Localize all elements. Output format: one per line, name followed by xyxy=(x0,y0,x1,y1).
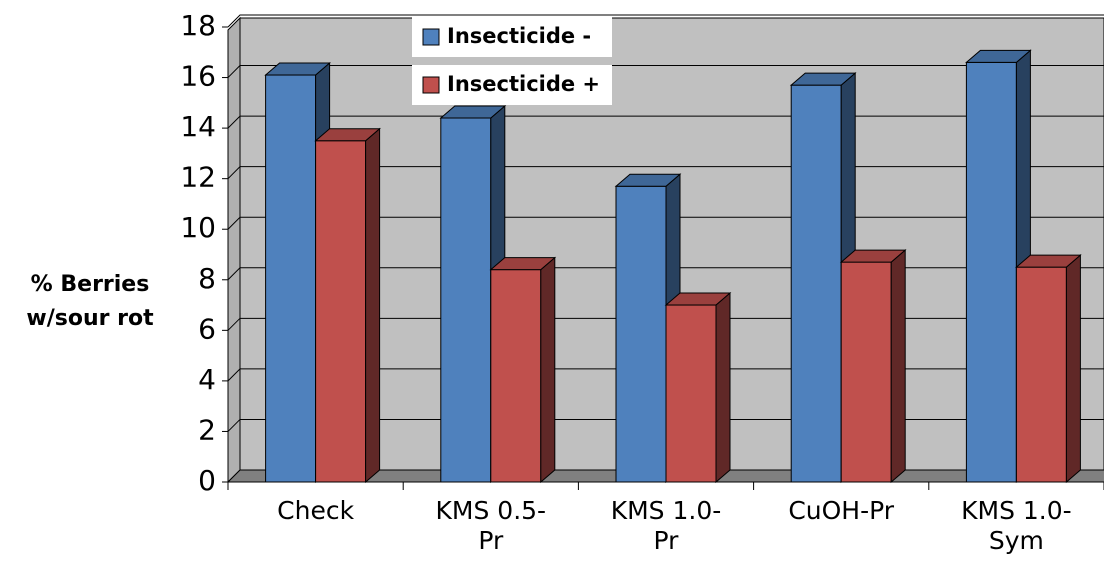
bar-top xyxy=(1015,254,1082,268)
x-tick-label: CuOH-Pr xyxy=(788,496,895,525)
y-tick-label: 18 xyxy=(180,9,216,42)
grid-line xyxy=(227,14,1104,28)
bar-top xyxy=(664,292,732,306)
bar-front xyxy=(615,185,667,483)
bar-front xyxy=(965,61,1017,483)
legend-bg xyxy=(412,17,612,57)
bar xyxy=(664,291,732,484)
bar-front xyxy=(315,140,367,483)
y-tick-label: 6 xyxy=(198,312,216,345)
bar xyxy=(489,256,557,484)
bar-front xyxy=(790,84,842,483)
bar-top xyxy=(314,128,381,142)
bar-side xyxy=(715,291,731,484)
legend-swatch xyxy=(422,76,440,94)
y-tick-label: 10 xyxy=(180,211,216,244)
bar xyxy=(1015,254,1082,484)
y-tick-label: 0 xyxy=(198,464,216,497)
y-tick-label: 12 xyxy=(180,161,216,194)
y-tick-label: 4 xyxy=(198,363,216,396)
legend-swatch xyxy=(422,28,440,46)
y-tick-label: 16 xyxy=(180,60,216,93)
x-tick-label: Check xyxy=(277,496,355,525)
bar-top xyxy=(439,105,507,119)
bar xyxy=(314,127,381,484)
bar-top xyxy=(489,257,557,271)
x-tick-label: KMS 0.5-Pr xyxy=(435,496,547,555)
bar-side xyxy=(1065,254,1081,484)
y-tick-label: 14 xyxy=(180,110,216,143)
bar-side xyxy=(365,127,381,484)
grid-line xyxy=(227,65,1104,78)
bar-side xyxy=(540,256,556,484)
bar-top xyxy=(264,62,331,76)
bar-front xyxy=(490,269,542,483)
bar-top xyxy=(965,49,1032,63)
bar-top xyxy=(789,72,857,86)
y-tick-label: 2 xyxy=(198,413,216,446)
x-tick-label: KMS 1.0-Sym xyxy=(961,496,1072,555)
bar-front xyxy=(440,117,492,483)
y-tick-label: 8 xyxy=(198,262,216,295)
side-wall xyxy=(227,16,241,484)
legend-label: Insecticide + xyxy=(447,72,600,96)
bar xyxy=(839,248,907,484)
bar-side xyxy=(890,248,906,484)
bar-front xyxy=(665,304,717,483)
bar-top xyxy=(839,249,907,263)
y-axis-label: % Berries w/sour rot xyxy=(26,272,154,331)
bar-top xyxy=(614,173,682,187)
legend-bg xyxy=(412,65,612,105)
bar xyxy=(965,49,1032,484)
bar xyxy=(439,104,507,484)
bar-front xyxy=(265,74,317,483)
bar-front xyxy=(1015,266,1067,483)
legend-label: Insecticide - xyxy=(447,24,591,48)
bar-front xyxy=(840,261,892,483)
x-tick-label: KMS 1.0-Pr xyxy=(610,496,722,555)
